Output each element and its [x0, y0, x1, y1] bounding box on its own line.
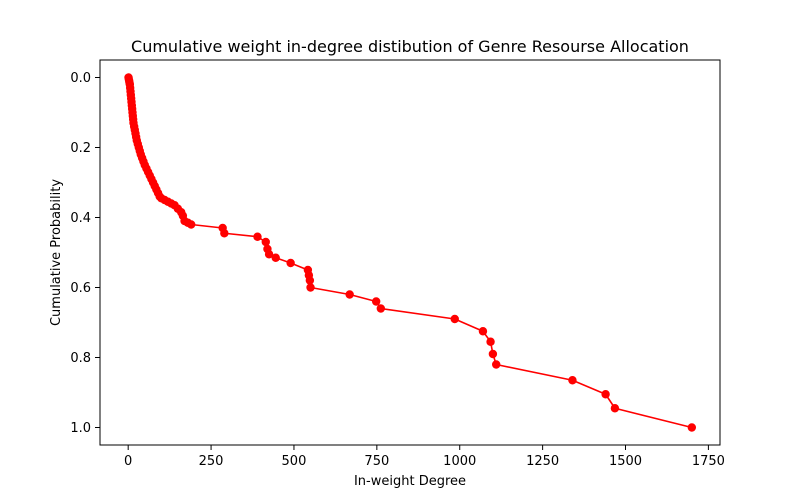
y-tick-label: 0.4 — [70, 211, 91, 226]
data-point — [376, 304, 386, 313]
plot-frame — [99, 59, 721, 446]
data-point — [488, 349, 498, 359]
x-axis: 0 250 500 750 1000 1250 1500 1750 — [124, 445, 725, 469]
data-point — [306, 283, 315, 292]
y-tick-label: 0.6 — [70, 281, 91, 296]
data-point — [186, 220, 196, 229]
x-tick-label: 1000 — [443, 454, 476, 469]
data-point — [610, 404, 620, 413]
data-point — [478, 327, 488, 336]
data-point — [492, 360, 501, 369]
x-tick-label: 0 — [124, 454, 132, 469]
data-point — [601, 390, 610, 399]
data-point — [253, 232, 262, 241]
y-axis: 0.0 0.2 0.4 0.6 0.8 1.0 — [70, 71, 100, 436]
data-point — [264, 250, 274, 259]
x-tick-label: 1250 — [526, 454, 559, 469]
data-point — [305, 276, 315, 285]
data-point — [687, 423, 697, 432]
chart-title: Cumulative weight in-degree distibution … — [131, 37, 689, 56]
y-tick-label: 0.8 — [70, 351, 91, 366]
plot-area — [124, 73, 697, 432]
x-axis-label: In-weight Degree — [354, 474, 466, 489]
y-tick-label: 0.0 — [70, 71, 91, 86]
data-point — [261, 237, 270, 247]
x-tick-label: 500 — [282, 454, 307, 469]
x-tick-label: 1750 — [692, 454, 725, 469]
y-tick-label: 0.2 — [70, 141, 91, 156]
y-axis-label: Cumulative Probability — [49, 179, 64, 326]
data-point — [286, 258, 295, 268]
x-tick-label: 1500 — [609, 454, 642, 469]
data-point — [486, 337, 495, 346]
y-tick-label: 1.0 — [70, 421, 91, 436]
x-tick-label: 750 — [364, 454, 389, 469]
data-point — [271, 253, 280, 262]
data-point — [220, 229, 229, 238]
data-point — [450, 314, 459, 324]
data-point — [371, 297, 381, 306]
data-point — [345, 290, 354, 299]
x-tick-label: 250 — [199, 454, 224, 469]
data-point — [568, 376, 577, 385]
